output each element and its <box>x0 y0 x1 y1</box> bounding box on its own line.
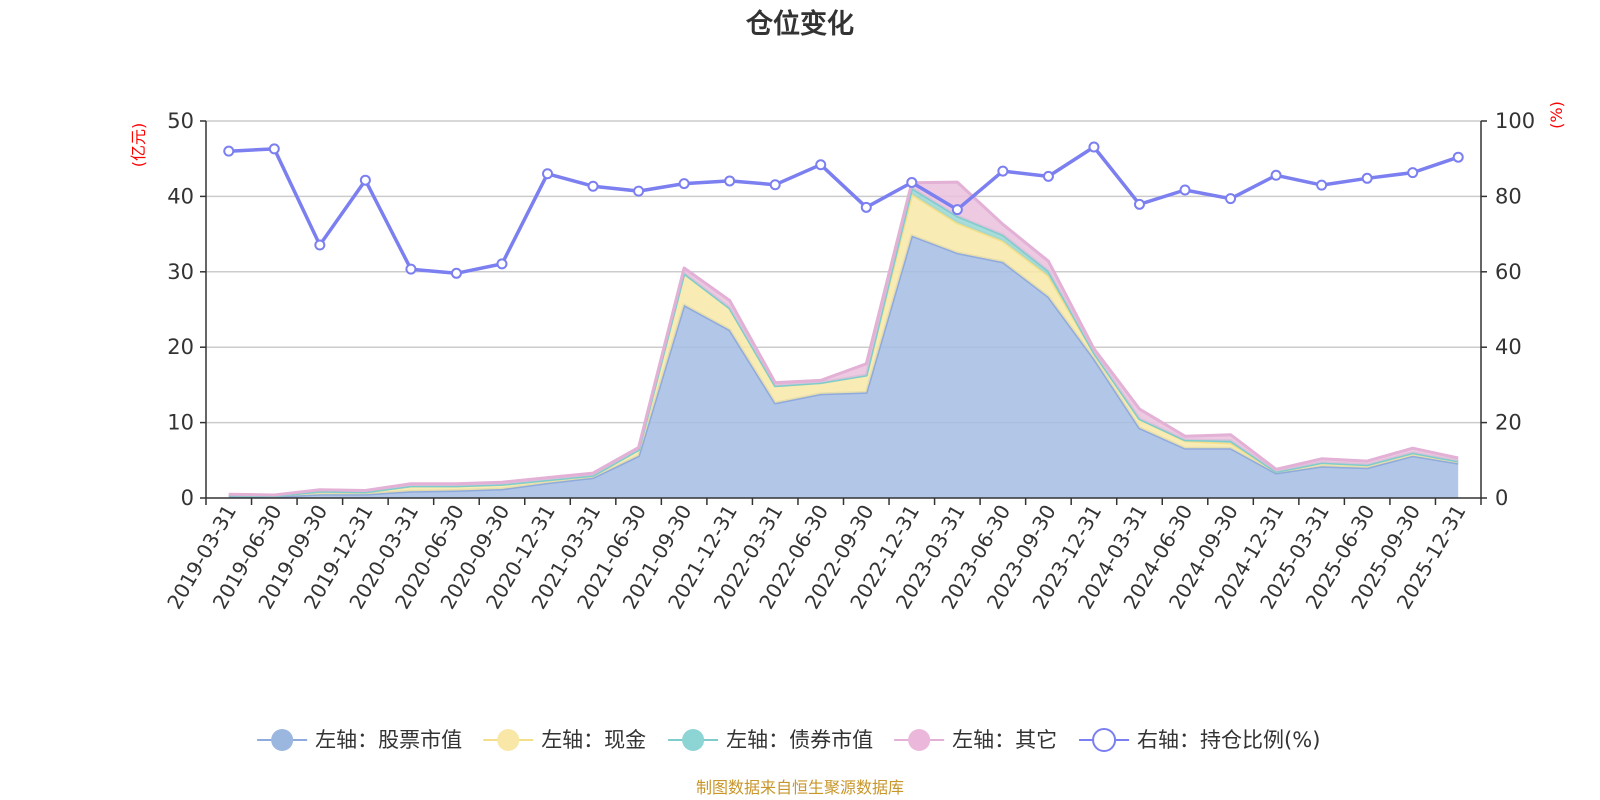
holding-ratio-point <box>1452 151 1464 163</box>
holding-ratio-point <box>1361 172 1373 184</box>
holding-ratio-point <box>1088 141 1100 153</box>
holding-ratio-point <box>769 179 781 191</box>
area-edge-3 <box>228 180 1459 497</box>
holding-ratio-point <box>633 185 645 197</box>
legend-item[interactable]: 左轴：债券市值 <box>668 728 873 752</box>
holding-ratio-point <box>359 174 371 186</box>
holding-ratio-point <box>815 159 827 171</box>
area-series-0 <box>228 235 1459 498</box>
holding-ratio-point <box>860 201 872 213</box>
legend-swatch-dot <box>497 729 520 751</box>
holding-ratio-point <box>1179 184 1191 196</box>
right-tick-label: 20 <box>1495 411 1522 435</box>
left-tick-label: 50 <box>167 109 194 133</box>
right-tick-label: 60 <box>1495 260 1522 284</box>
left-tick-label: 0 <box>181 486 194 510</box>
legend-label: 右轴：持仓比例(%) <box>1137 728 1320 752</box>
holding-ratio-point <box>405 263 417 275</box>
holding-ratio-point <box>542 168 554 180</box>
stacked-areas <box>228 180 1459 498</box>
holding-ratio-point <box>1225 193 1237 205</box>
legend-item[interactable]: 左轴：股票市值 <box>257 728 462 752</box>
holding-ratio-point <box>906 176 918 188</box>
holding-ratio-path <box>228 145 1459 276</box>
holding-ratio-point <box>587 180 599 192</box>
legend[interactable]: 左轴：股票市值 左轴：现金 左轴：债券市值 左轴：其它 右轴：持仓比例(%) <box>257 728 1320 752</box>
holding-ratio-point <box>314 239 326 251</box>
holding-ratio-point <box>450 267 462 279</box>
left-tick-label: 30 <box>167 260 194 284</box>
gridlines <box>206 120 1481 424</box>
chart-title: 仓位变化 <box>745 8 854 40</box>
legend-swatch-dot <box>271 729 294 751</box>
legend-item[interactable]: 左轴：其它 <box>894 728 1057 752</box>
holding-ratio-point <box>223 145 235 157</box>
legend-swatch-dot <box>1092 728 1117 752</box>
right-tick-label: 0 <box>1495 486 1508 510</box>
right-tick-label: 40 <box>1495 335 1522 359</box>
legend-item[interactable]: 左轴：现金 <box>483 728 646 752</box>
left-tick-label: 20 <box>167 335 194 359</box>
holding-ratio-point <box>1270 169 1282 181</box>
holding-ratio-point <box>1133 198 1145 210</box>
holding-ratio-point <box>1042 170 1054 182</box>
legend-item[interactable]: 右轴：持仓比例(%) <box>1079 728 1320 752</box>
left-tick-label: 40 <box>167 184 194 208</box>
legend-label: 左轴：债券市值 <box>726 728 873 752</box>
holding-ratio-point <box>724 175 736 187</box>
legend-label: 左轴：股票市值 <box>315 728 462 752</box>
holding-ratio-line <box>223 141 1464 279</box>
source-note: 制图数据来自恒生聚源数据库 <box>696 778 904 797</box>
holding-ratio-point <box>997 165 1009 177</box>
left-axis-unit: (亿元) <box>129 123 148 168</box>
area-series-1 <box>228 194 1459 497</box>
legend-label: 左轴：现金 <box>541 728 646 752</box>
legend-label: 左轴：其它 <box>952 728 1057 752</box>
left-tick-label: 10 <box>167 411 194 435</box>
legend-swatch-dot <box>682 729 705 751</box>
holding-ratio-point <box>1316 179 1328 191</box>
right-axis-unit: (%) <box>1547 101 1566 129</box>
right-tick-label: 100 <box>1495 109 1535 133</box>
holding-ratio-point <box>496 258 508 270</box>
holding-ratio-point <box>1407 167 1419 179</box>
holding-ratio-point <box>268 143 280 155</box>
right-tick-label: 80 <box>1495 184 1522 208</box>
legend-swatch-dot <box>908 729 931 751</box>
holding-ratio-point <box>678 178 690 190</box>
holding-ratio-point <box>951 204 963 216</box>
